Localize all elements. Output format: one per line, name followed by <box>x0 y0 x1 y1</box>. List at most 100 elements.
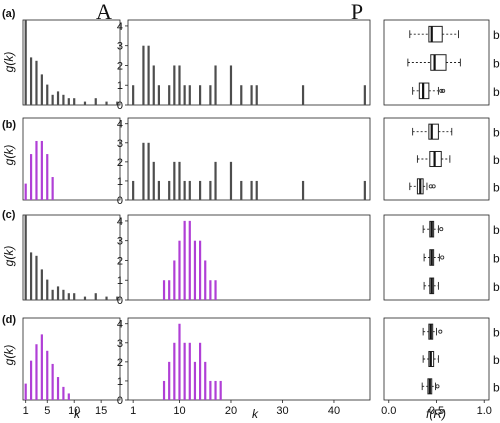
ylabel-row-c: g(k) <box>2 246 16 267</box>
row-label-d: (d) <box>2 314 16 326</box>
panels-group: 01234012340123415101501234110203040bSObD… <box>22 19 500 417</box>
box-category-label: bSO <box>493 126 500 140</box>
x-tick-label: 10 <box>68 405 80 417</box>
box-bRW: bRW <box>423 277 500 295</box>
box-category-label: bDA <box>493 153 500 167</box>
x-tick-label: 1 <box>23 405 29 417</box>
y-tick-label: 0 <box>117 100 123 112</box>
panel-frame <box>127 317 371 401</box>
box-category-label: bRW <box>493 280 500 294</box>
box-iqr <box>430 54 447 71</box>
box-bRW: bRW <box>412 82 500 100</box>
y-tick-label: 4 <box>117 319 123 331</box>
panel-frame <box>127 214 371 301</box>
panel-c-A <box>22 214 121 301</box>
xlabel-boxplots: f(R) <box>426 407 446 421</box>
y-tick-label: 0 <box>117 295 123 307</box>
panel-frame <box>22 317 121 401</box>
panel-frame <box>22 214 121 301</box>
box-category-label: bSO <box>493 326 500 340</box>
box-bSO: bSO <box>422 220 500 238</box>
y-tick-label: 1 <box>117 376 123 388</box>
y-tick-label: 0 <box>117 395 123 407</box>
y-tick-label: 2 <box>117 157 123 169</box>
box-bSO: bSO <box>409 25 500 43</box>
outlier-point <box>441 88 446 93</box>
y-tick-label: 2 <box>117 357 123 369</box>
x-tick-label: 40 <box>328 405 340 417</box>
row-label-a: (a) <box>2 8 16 20</box>
panel-a-box: bSO bDA bRW <box>383 19 500 106</box>
box-bDA: bDA <box>422 350 500 368</box>
box-iqr <box>428 123 439 140</box>
box-bDA: bDA <box>407 54 500 71</box>
y-tick-label: 2 <box>117 255 123 267</box>
panel-d-A: 1 5 10 15 <box>22 317 121 417</box>
ylabel-row-a: g(k) <box>2 52 16 73</box>
panel-frame <box>22 117 121 201</box>
box-category-label: bRW <box>493 85 500 99</box>
panel-b-box: bSO bDA bRW <box>383 117 500 201</box>
box-category-label: bSO <box>493 223 500 237</box>
panel-frame <box>383 117 490 201</box>
y-tick-label: 3 <box>117 41 123 53</box>
y-tick-label: 1 <box>117 176 123 188</box>
panel-a-P: 0 1 2 3 4 <box>117 19 371 112</box>
panel-c-box: bSO bDA bRW <box>383 214 500 301</box>
xlabel-column-P: k <box>252 407 259 421</box>
panel-frame <box>383 19 490 106</box>
outlier-point <box>439 227 444 232</box>
box-category-label: bDA <box>493 252 500 266</box>
y-tick-label: 4 <box>117 216 123 228</box>
x-tick-label: 30 <box>276 405 288 417</box>
ylabel-row-d: g(k) <box>2 345 16 366</box>
x-tick-label: 20 <box>225 405 237 417</box>
panel-d-box: bSO bDA bRW 0.0 0.5 1.0 <box>381 317 500 417</box>
panel-frame <box>127 117 371 201</box>
box-bSO: bSO <box>422 323 500 340</box>
x-tick-label: 0.5 <box>429 405 444 417</box>
x-tick-label: 1 <box>130 405 136 417</box>
panel-a-A <box>22 19 121 106</box>
xlabel-column-A: k <box>74 407 81 421</box>
outlier-point <box>440 255 445 260</box>
panel-b-A <box>22 117 121 201</box>
panel-c-P: 0 1 2 3 4 <box>117 214 371 307</box>
box-bDA: bDA <box>423 249 500 266</box>
y-tick-label: 3 <box>117 138 123 150</box>
column-title-P: P <box>351 0 363 24</box>
y-tick-label: 3 <box>117 338 123 350</box>
panel-frame <box>22 19 121 106</box>
panel-b-P: 0 1 2 3 4 <box>117 117 371 207</box>
box-bSO: bSO <box>412 123 500 140</box>
x-tick-label: 15 <box>95 405 107 417</box>
x-tick-label: 10 <box>173 405 185 417</box>
y-tick-label: 3 <box>117 236 123 248</box>
box-category-label: bSO <box>493 28 500 42</box>
y-tick-label: 4 <box>117 119 123 131</box>
outlier-point <box>431 184 436 189</box>
x-tick-label: 1.0 <box>477 405 492 417</box>
box-category-label: bRW <box>493 180 500 194</box>
y-tick-label: 1 <box>117 80 123 92</box>
y-tick-label: 1 <box>117 275 123 287</box>
y-tick-label: 4 <box>117 21 123 33</box>
box-bDA: bDA <box>416 150 500 168</box>
box-category-label: bRW <box>493 380 500 394</box>
x-tick-label: 0.0 <box>381 405 396 417</box>
ylabel-row-b: g(k) <box>2 145 16 166</box>
box-category-label: bDA <box>493 353 500 367</box>
box-bRW: bRW <box>421 378 500 395</box>
outlier-point <box>439 88 444 93</box>
panel-frame <box>127 19 371 106</box>
y-tick-label: 0 <box>117 195 123 207</box>
panel-frame <box>383 214 490 301</box>
row-label-c: (c) <box>2 209 16 221</box>
column-title-A: A <box>96 0 112 24</box>
outlier-point <box>435 384 440 389</box>
box-category-label: bDA <box>493 57 500 71</box>
row-label-b: (b) <box>2 119 16 131</box>
y-tick-label: 2 <box>117 60 123 72</box>
